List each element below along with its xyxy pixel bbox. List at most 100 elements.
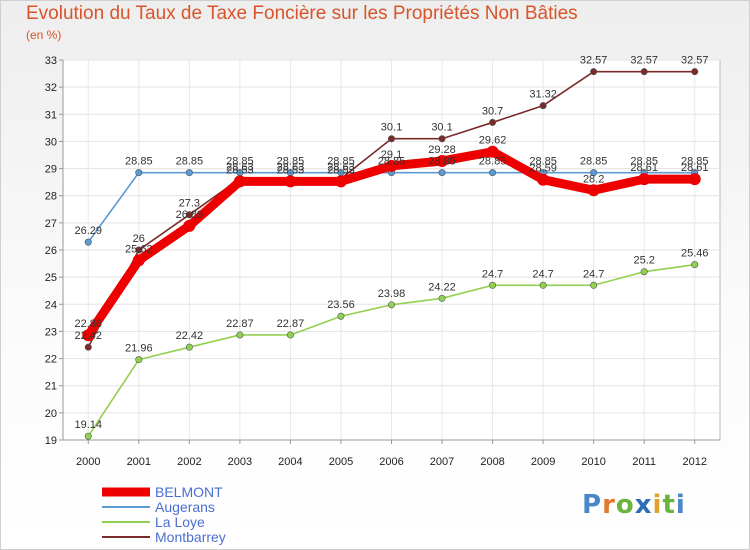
data-label-montbarrey: 26: [133, 233, 145, 245]
y-tick-label: 25: [45, 272, 57, 284]
data-label-augerans: 28.85: [226, 156, 254, 168]
data-label-montbarrey: 32.57: [580, 55, 608, 67]
x-tick-label: 2005: [329, 456, 353, 468]
y-tick-label: 23: [45, 326, 57, 338]
data-point-belmont: [233, 175, 246, 188]
data-point-la-loye: [438, 294, 446, 302]
data-point-belmont: [587, 184, 600, 197]
legend-label: BELMONT: [155, 484, 223, 500]
logo-letter: P: [582, 490, 603, 520]
data-point-la-loye: [387, 301, 395, 309]
data-label-montbarrey: 28.63: [327, 162, 355, 174]
data-label-montbarrey: 30.1: [431, 122, 452, 134]
data-label-la-loye: 22.87: [277, 318, 305, 330]
data-label-belmont: 28.53: [226, 164, 254, 176]
data-label-la-loye: 22.42: [176, 330, 204, 342]
data-label-la-loye: 25.2: [633, 255, 654, 267]
data-point-la-loye: [236, 331, 244, 339]
data-point-la-loye: [84, 432, 92, 440]
data-point-belmont: [537, 173, 550, 186]
data-point-belmont: [385, 159, 398, 172]
logo-letter: r: [602, 490, 616, 520]
chart-subtitle: (en %): [26, 28, 62, 42]
data-label-montbarrey: 28.63: [277, 162, 305, 174]
data-label-la-loye: 23.98: [378, 288, 406, 300]
data-point-belmont: [486, 145, 499, 158]
data-point-augerans: [438, 169, 446, 177]
data-point-belmont: [638, 173, 651, 186]
data-label-la-loye: 24.7: [482, 268, 503, 280]
y-tick-label: 21: [45, 381, 57, 393]
x-tick-label: 2004: [278, 456, 302, 468]
data-label-montbarrey: 30.1: [381, 122, 402, 134]
data-label-belmont: 28.53: [327, 164, 355, 176]
data-label-augerans: 28.85: [681, 156, 709, 168]
y-tick-label: 32: [45, 82, 57, 94]
data-label-belmont: 29.1: [381, 149, 402, 161]
data-label-augerans: 28.85: [428, 156, 456, 168]
data-label-augerans: 28.85: [277, 156, 305, 168]
data-label-la-loye: 19.14: [75, 419, 103, 431]
data-point-montbarrey: [590, 68, 598, 76]
data-label-montbarrey: 32.57: [681, 55, 709, 67]
x-tick-label: 2008: [480, 456, 504, 468]
data-label-belmont: 22.86: [75, 318, 103, 330]
data-point-belmont: [334, 175, 347, 188]
data-point-la-loye: [489, 281, 497, 289]
data-label-la-loye: 23.56: [327, 299, 355, 311]
data-label-augerans: 28.85: [327, 156, 355, 168]
data-point-la-loye: [539, 281, 547, 289]
data-label-belmont: 28.2: [583, 173, 604, 185]
data-label-la-loye: 24.7: [532, 268, 553, 280]
y-tick-label: 24: [45, 299, 57, 311]
data-point-la-loye: [590, 281, 598, 289]
data-point-montbarrey: [438, 135, 446, 143]
data-label-augerans: 28.85: [479, 156, 507, 168]
data-label-montbarrey: 32.57: [630, 55, 658, 67]
y-tick-label: 29: [45, 164, 57, 176]
data-label-augerans: 28.85: [176, 156, 204, 168]
data-label-belmont: 25.62: [125, 243, 153, 255]
data-label-montbarrey: 22.42: [75, 330, 103, 342]
data-label-belmont: 29.62: [479, 135, 507, 147]
data-label-la-loye: 24.22: [428, 281, 456, 293]
data-label-augerans: 28.85: [378, 156, 406, 168]
data-point-augerans: [135, 169, 143, 177]
data-point-augerans: [185, 169, 193, 177]
data-point-la-loye: [691, 261, 699, 269]
data-point-la-loye: [640, 268, 648, 276]
data-point-augerans: [489, 169, 497, 177]
y-tick-label: 26: [45, 245, 57, 257]
data-point-montbarrey: [539, 102, 547, 110]
x-tick-label: 2011: [632, 456, 656, 468]
logo-letter: i: [652, 490, 663, 520]
data-label-la-loye: 24.7: [583, 268, 604, 280]
data-label-belmont: 28.61: [681, 162, 709, 174]
x-tick-label: 2012: [682, 456, 706, 468]
x-tick-label: 2007: [430, 456, 454, 468]
data-label-montbarrey: 28.63: [226, 162, 254, 174]
y-tick-label: 28: [45, 191, 57, 203]
logo-letter: t: [662, 490, 676, 520]
data-label-belmont: 29.28: [428, 144, 456, 156]
data-point-montbarrey: [185, 211, 193, 219]
y-tick-label: 22: [45, 354, 57, 366]
data-label-belmont: 28.61: [630, 162, 658, 174]
data-label-montbarrey: 31.32: [529, 89, 557, 101]
chart-title: Evolution du Taux de Taxe Foncière sur l…: [26, 3, 578, 24]
proxiti-logo: Proxiti: [582, 490, 686, 520]
data-point-belmont: [183, 219, 196, 232]
data-label-augerans: 26.29: [75, 225, 103, 237]
data-label-la-loye: 22.87: [226, 318, 254, 330]
y-tick-label: 31: [45, 109, 57, 121]
data-label-augerans: 28.85: [125, 156, 153, 168]
data-label-belmont: 28.53: [277, 164, 305, 176]
data-point-belmont: [82, 329, 95, 342]
data-label-belmont: 26.89: [176, 209, 204, 221]
y-tick-label: 27: [45, 218, 57, 230]
data-label-augerans: 28.85: [580, 156, 608, 168]
y-tick-label: 30: [45, 136, 57, 148]
y-tick-label: 19: [45, 435, 57, 447]
data-point-montbarrey: [691, 68, 699, 76]
x-tick-label: 2006: [379, 456, 403, 468]
